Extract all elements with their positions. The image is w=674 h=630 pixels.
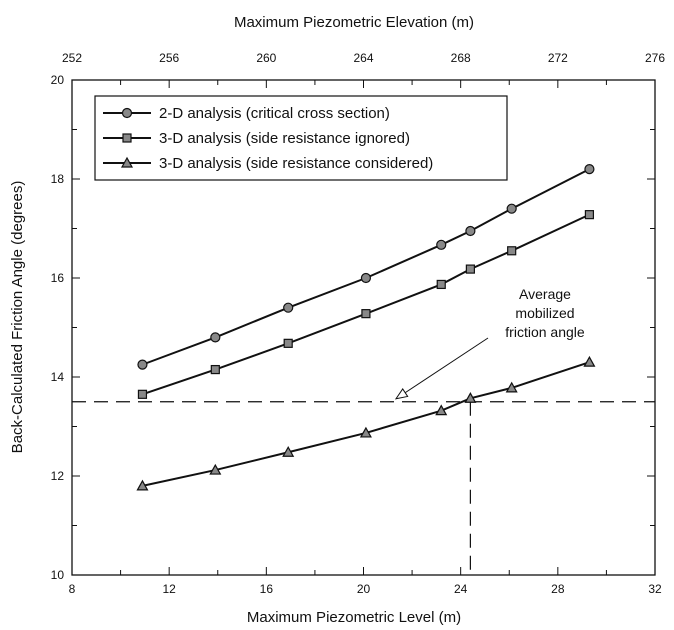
legend-box bbox=[94, 95, 508, 181]
data-point bbox=[583, 355, 596, 367]
annotation-text: Average bbox=[519, 286, 571, 302]
x-tick-label: 28 bbox=[551, 582, 565, 596]
reference-lines bbox=[72, 401, 655, 575]
data-point bbox=[283, 338, 293, 348]
data-point bbox=[210, 332, 221, 343]
data-point bbox=[283, 302, 294, 313]
x2-tick-label: 268 bbox=[451, 51, 471, 65]
y-tick-label: 16 bbox=[51, 271, 65, 285]
x-tick-label: 24 bbox=[454, 582, 468, 596]
series-3 bbox=[136, 355, 596, 491]
y-tick-label: 14 bbox=[51, 370, 65, 384]
data-point bbox=[464, 392, 477, 403]
y-tick-label: 10 bbox=[51, 568, 65, 582]
legend-label: 3-D analysis (side resistance considered… bbox=[159, 155, 433, 172]
x-axis-title: Maximum Piezometric Level (m) bbox=[247, 609, 461, 626]
data-point bbox=[506, 203, 517, 214]
y-tick-label: 18 bbox=[51, 172, 65, 186]
x2-axis-title: Maximum Piezometric Elevation (m) bbox=[234, 14, 474, 31]
legend-marker bbox=[122, 133, 132, 143]
legend-item: 3-D analysis (side resistance considered… bbox=[103, 155, 433, 172]
legend-item: 3-D analysis (side resistance ignored) bbox=[103, 130, 410, 147]
y-tick-label: 20 bbox=[51, 73, 65, 87]
legend: 2-D analysis (critical cross section) 3-D… bbox=[94, 95, 508, 181]
data-point bbox=[465, 225, 476, 237]
data-point bbox=[209, 463, 222, 475]
data-point bbox=[136, 479, 149, 491]
legend-label: 3-D analysis (side resistance ignored) bbox=[159, 130, 410, 147]
x-tick-label: 32 bbox=[648, 582, 662, 596]
data-point bbox=[505, 381, 518, 393]
legend-marker bbox=[121, 107, 133, 119]
x2-tick-label: 272 bbox=[548, 51, 568, 65]
y-axis-title: Back-Calculated Friction Angle (degrees) bbox=[9, 181, 26, 454]
series-2 bbox=[137, 210, 595, 399]
data-point bbox=[584, 164, 595, 175]
legend-item: 2-D analysis (critical cross section) bbox=[103, 105, 390, 122]
ticks: 8 12 16 20 24 28 32 252 256 260 264 268 272 276 10 12 14… bbox=[51, 51, 666, 596]
legend-marker bbox=[120, 156, 134, 168]
annotation-text: mobilized bbox=[515, 305, 574, 321]
x2-tick-label: 256 bbox=[159, 51, 179, 65]
data-point bbox=[584, 210, 595, 220]
x-tick-label: 16 bbox=[260, 582, 274, 596]
legend-label: 2-D analysis (critical cross section) bbox=[159, 105, 390, 122]
x-tick-label: 12 bbox=[162, 582, 176, 596]
annotation-arrow-line bbox=[395, 337, 489, 400]
x-tick-label: 20 bbox=[357, 582, 371, 596]
series-line bbox=[142, 168, 590, 366]
x2-tick-label: 260 bbox=[256, 51, 276, 65]
data-point bbox=[137, 389, 148, 399]
x2-tick-label: 264 bbox=[353, 51, 373, 65]
y-tick-label: 12 bbox=[51, 469, 65, 483]
data-point bbox=[436, 279, 446, 290]
data-point bbox=[359, 426, 372, 438]
data-point bbox=[436, 239, 447, 250]
series-1 bbox=[137, 164, 595, 370]
annotation-arrowhead bbox=[394, 388, 409, 400]
annotation-text: friction angle bbox=[505, 324, 585, 340]
annotation: Average mobilized friction angle bbox=[394, 286, 585, 400]
data-point bbox=[465, 264, 475, 274]
x2-tick-label: 276 bbox=[645, 51, 665, 65]
series-group bbox=[136, 164, 596, 491]
data-point bbox=[282, 446, 295, 457]
data-point bbox=[210, 364, 220, 375]
data-point bbox=[361, 309, 371, 319]
data-point bbox=[137, 359, 148, 370]
series-line bbox=[142, 213, 590, 396]
x-tick-label: 8 bbox=[69, 582, 76, 596]
x2-tick-label: 252 bbox=[62, 51, 82, 65]
data-point bbox=[435, 404, 448, 416]
series-line bbox=[142, 361, 590, 487]
data-point bbox=[507, 246, 517, 256]
data-point bbox=[360, 272, 372, 284]
